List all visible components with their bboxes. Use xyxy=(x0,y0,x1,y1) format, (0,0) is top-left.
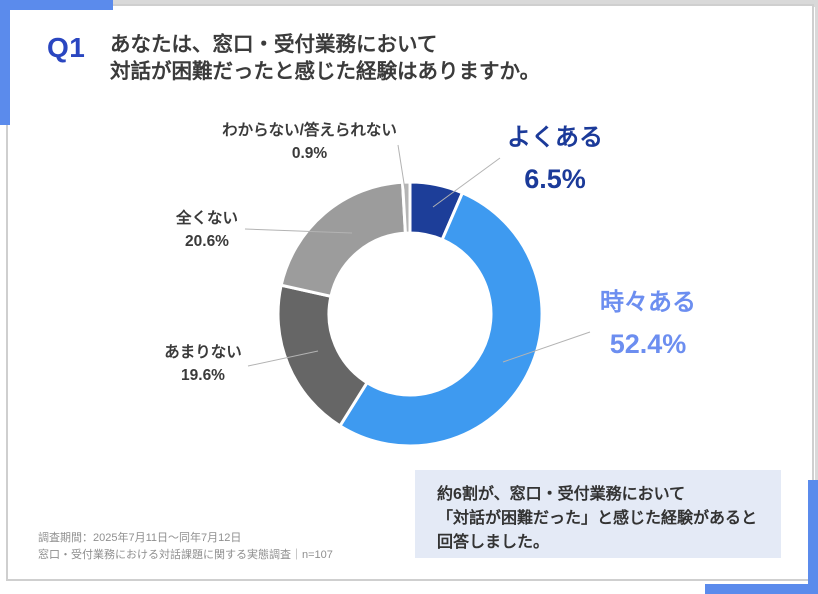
slice-label-tokidokiaru-name: 時々ある xyxy=(600,289,696,316)
accent-bottom-right-vertical xyxy=(808,480,818,594)
survey-name: 窓口・受付業務における対話課題に関する実態調査｜n=107 xyxy=(38,549,333,561)
survey-period: 調査期間：2025年7月11日〜同年7月12日 xyxy=(38,532,242,544)
slice-label-mattakunai-value: 20.6% xyxy=(185,233,229,250)
question-line-1: あなたは、窓口・受付業務において xyxy=(110,33,438,56)
slice-label-mattakunai-name: 全くない xyxy=(175,210,238,227)
donut-slice-2 xyxy=(276,283,370,428)
slice-label-amarinai-value: 19.6% xyxy=(181,367,225,384)
slice-label-yokuaru-value: 6.5% xyxy=(524,164,586,194)
leader-line-1 xyxy=(432,157,501,208)
question-title: あなたは、窓口・受付業務において 対話が困難だったと感じた経験はありますか。 xyxy=(110,31,540,85)
leader-line-0 xyxy=(397,144,407,197)
frame-top-strip xyxy=(0,0,818,7)
slice-label-yokuaru-name: よくある xyxy=(507,124,603,151)
donut-slice-1 xyxy=(337,190,544,448)
accent-top-left-vertical xyxy=(0,0,10,125)
slice-label-mattakunai: 全くない 20.6% xyxy=(147,207,267,253)
donut-slice-3 xyxy=(279,180,408,299)
slice-label-tokidokiaru-value: 52.4% xyxy=(609,329,687,359)
frame-right-strip xyxy=(815,0,818,594)
question-badge: Q1 xyxy=(47,32,86,63)
slice-label-tokidokiaru: 時々ある 52.4% xyxy=(568,288,728,359)
slice-label-amarinai-name: あまりない xyxy=(164,344,242,361)
question-line-2: 対話が困難だったと感じた経験はありますか。 xyxy=(110,60,541,83)
survey-source-note: 調査期間：2025年7月11日〜同年7月12日 窓口・受付業務における対話課題に… xyxy=(38,530,333,564)
summary-line-1: 約6割が、窓口・受付業務において xyxy=(437,486,686,503)
accent-bottom-right-horizontal xyxy=(705,584,818,594)
summary-line-2: 「対話が困難だった」と感じた経験があると xyxy=(437,510,758,527)
leader-line-2 xyxy=(502,331,591,363)
summary-callout: 約6割が、窓口・受付業務において 「対話が困難だった」と感じた経験があると 回答… xyxy=(415,470,781,558)
slice-label-wakaranai-value: 0.9% xyxy=(291,145,328,162)
slice-label-wakaranai: わからない/答えられない 0.9% xyxy=(217,119,402,165)
donut-slice-4 xyxy=(400,180,412,235)
slice-label-amarinai: あまりない 19.6% xyxy=(143,341,263,387)
slice-label-yokuaru: よくある 6.5% xyxy=(475,123,635,194)
slice-label-wakaranai-name: わからない/答えられない xyxy=(222,122,397,139)
summary-line-3: 回答しました。 xyxy=(437,534,550,551)
leader-line-4 xyxy=(247,350,319,367)
leader-line-3 xyxy=(244,228,353,234)
accent-top-left-horizontal xyxy=(0,0,113,10)
